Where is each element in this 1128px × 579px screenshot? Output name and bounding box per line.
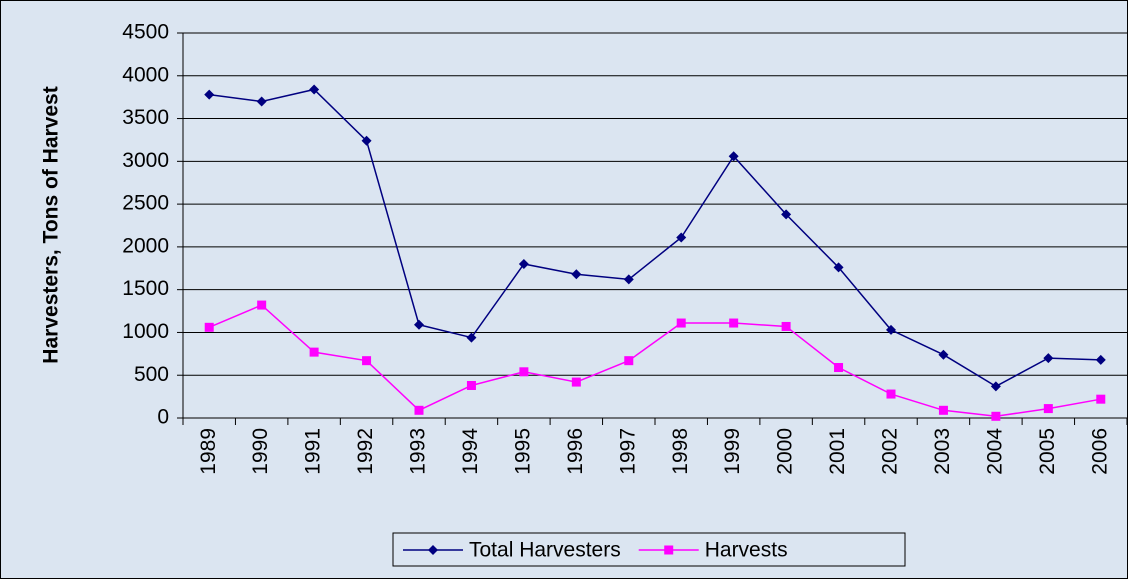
data-point <box>571 269 582 280</box>
data-point <box>886 324 896 335</box>
legend-marker <box>664 545 674 555</box>
x-tick-label: 1994 <box>459 428 482 475</box>
x-tick-label: 2001 <box>826 428 849 475</box>
data-point <box>466 332 477 343</box>
x-tick-label: 1995 <box>511 428 534 475</box>
y-tick-label: 1000 <box>122 320 169 343</box>
legend-label: Harvests <box>705 539 788 562</box>
x-tick-label: 2000 <box>774 428 797 475</box>
y-tick-label: 500 <box>134 363 169 386</box>
legend-marker <box>428 545 438 555</box>
data-point <box>204 89 215 100</box>
data-point <box>204 322 214 332</box>
y-tick-label: 4000 <box>122 63 169 86</box>
y-tick-label: 3000 <box>122 149 169 172</box>
data-point <box>729 318 739 328</box>
data-point <box>309 84 320 95</box>
data-point <box>990 381 1001 392</box>
data-point <box>834 363 844 373</box>
data-point <box>309 347 319 357</box>
x-tick-label: 1996 <box>564 428 587 475</box>
data-point <box>361 135 372 146</box>
data-point <box>571 377 581 387</box>
data-point <box>676 318 686 328</box>
x-tick-label: 2004 <box>983 428 1006 475</box>
data-point <box>1095 354 1106 365</box>
data-point <box>519 367 529 377</box>
data-point <box>1096 394 1106 404</box>
x-tick-label: 2006 <box>1088 428 1111 475</box>
y-tick-label: 3500 <box>122 106 169 129</box>
y-tick-label: 4500 <box>122 21 169 44</box>
x-tick-label: 1998 <box>669 428 692 475</box>
legend: Total Harvesters Harvests <box>392 532 906 567</box>
data-point <box>938 405 948 415</box>
x-tick-label: 1991 <box>302 428 325 475</box>
data-point <box>676 232 687 243</box>
data-point <box>466 380 476 390</box>
data-point <box>518 259 529 269</box>
x-tick-label: 1993 <box>407 428 430 475</box>
x-tick-label: 1989 <box>197 428 220 475</box>
x-tick-label: 1997 <box>616 428 639 475</box>
data-point <box>414 319 424 330</box>
data-point <box>414 405 424 415</box>
series-line <box>209 88 1101 388</box>
x-tick-label: 1999 <box>721 428 744 475</box>
series-line <box>208 304 1101 418</box>
data-point <box>991 411 1001 421</box>
y-tick-label: 1500 <box>122 277 169 300</box>
data-point <box>257 300 267 310</box>
data-point <box>781 209 792 220</box>
data-point <box>938 349 949 360</box>
x-tick-label: 1992 <box>354 428 377 475</box>
data-point <box>886 389 896 399</box>
legend-label: Total Harvesters <box>469 539 621 562</box>
x-tick-label: 2003 <box>931 428 954 475</box>
data-point <box>256 96 267 107</box>
y-tick-label: 0 <box>157 406 169 429</box>
data-point <box>1043 404 1053 414</box>
y-tick-label: 2000 <box>122 234 169 257</box>
data-point <box>624 356 634 366</box>
x-tick-label: 2002 <box>879 428 902 475</box>
data-point <box>1043 353 1054 364</box>
data-point <box>362 356 372 366</box>
data-point <box>833 262 844 273</box>
data-point <box>623 274 634 285</box>
x-tick-label: 1990 <box>249 428 272 475</box>
x-tick-label: 2005 <box>1036 428 1059 475</box>
data-point <box>781 321 791 331</box>
y-axis-label: Harvesters, Tons of Harvest <box>40 86 63 363</box>
data-point <box>728 151 739 162</box>
y-tick-label: 2500 <box>122 192 169 215</box>
